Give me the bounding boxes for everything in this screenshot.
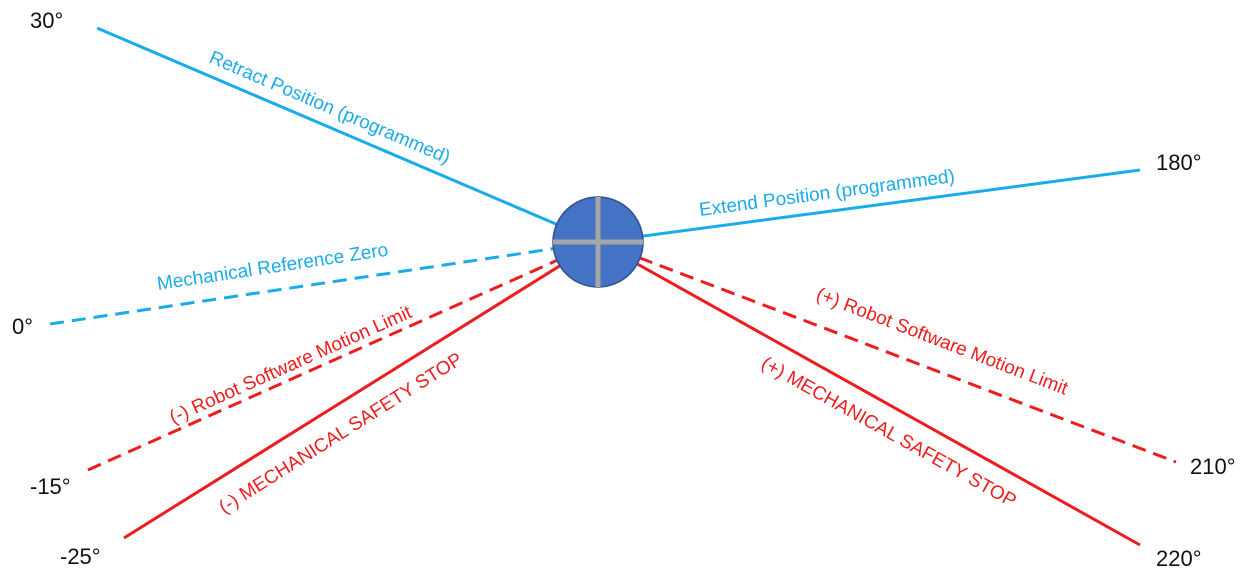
pos-safety-stop-angle-label: 220°	[1156, 546, 1202, 571]
reference-zero-angle-label: 0°	[12, 314, 33, 339]
extend-position-line-group: 180° Extend Position (programmed)	[597, 150, 1202, 244]
reference-zero-label: Mechanical Reference Zero	[156, 240, 390, 295]
pos-soft-limit-angle-label: 210°	[1190, 454, 1236, 479]
reference-zero-line	[49, 240, 599, 326]
pos-soft-limit-line	[597, 240, 1177, 464]
joint-hub	[552, 196, 644, 288]
neg-safety-stop-angle-label: -25°	[60, 544, 101, 569]
retract-angle-label: 30°	[30, 8, 63, 33]
reference-zero-line-group: 0° Mechanical Reference Zero	[12, 240, 599, 339]
extend-position-line	[597, 168, 1141, 244]
pos-safety-stop-line-group: 220° (+) MECHANICAL SAFETY STOP	[597, 240, 1202, 571]
retract-position-line	[96, 26, 599, 244]
extend-angle-label: 180°	[1156, 150, 1202, 175]
pos-safety-stop-line	[597, 240, 1141, 547]
retract-position-label: Retract Position (programmed)	[206, 47, 453, 168]
neg-soft-limit-angle-label: -15°	[30, 474, 71, 499]
retract-position-line-group: 30° Retract Position (programmed)	[30, 8, 599, 244]
neg-safety-stop-line	[123, 240, 599, 540]
pos-safety-stop-label: (+) MECHANICAL SAFETY STOP	[758, 353, 1020, 512]
neg-soft-limit-line	[87, 240, 599, 472]
neg-safety-stop-line-group: -25° (-) MECHANICAL SAFETY STOP	[60, 240, 599, 569]
